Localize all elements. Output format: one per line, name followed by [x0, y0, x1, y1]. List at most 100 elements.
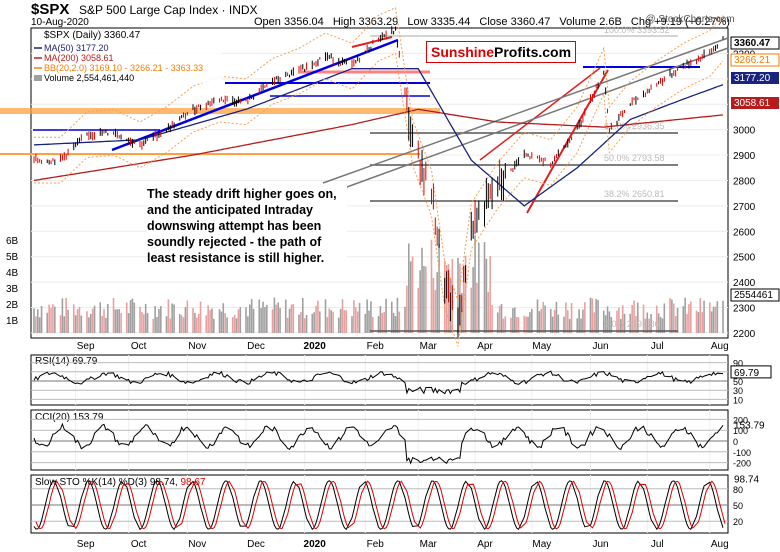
- volume-bar: [339, 308, 342, 333]
- tag-bb: 3266.21: [734, 55, 771, 66]
- volume-bar: [676, 307, 679, 333]
- low-value: 3335.44: [431, 16, 471, 28]
- volume-bar: [502, 318, 505, 333]
- volume-bar: [510, 317, 512, 333]
- open-label: Open: [254, 16, 281, 28]
- sto-panel: Slow STO %K(14) %D(3) 98.74, 98.67 80502…: [31, 475, 759, 531]
- volume-bar: [199, 301, 202, 333]
- volume-bar: [154, 306, 156, 333]
- volume-bar: [457, 257, 459, 333]
- volume-bar: [165, 316, 168, 333]
- cci-name: CCI(20): [35, 412, 70, 423]
- tag-ma200-box: [731, 97, 779, 109]
- volume-bar: [595, 299, 597, 333]
- month-label: Feb: [367, 341, 385, 352]
- volume-bar: [688, 304, 690, 333]
- cci-tag: 153.79: [734, 420, 765, 431]
- volume-bar: [529, 312, 531, 333]
- volume-bar: [648, 318, 650, 333]
- volume-bar: [328, 308, 331, 333]
- tag-volume: 2554461: [734, 290, 773, 301]
- volume-bar: [301, 297, 304, 333]
- low-label: Low: [407, 16, 427, 28]
- indicator-tick: 100: [733, 426, 748, 436]
- volume-bar: [171, 303, 173, 333]
- rsi-value: 69.79: [72, 356, 97, 367]
- rsi-name: RSI(14): [35, 356, 69, 367]
- volume-bar: [392, 312, 395, 333]
- volume-bar: [398, 311, 401, 333]
- tag-ma200: 3058.61: [734, 98, 771, 109]
- volume-bar: [158, 308, 160, 333]
- volume-bar: [300, 312, 302, 333]
- legend-volume: Volume 2,554,461,440: [44, 73, 134, 83]
- volume-bar: [602, 310, 605, 333]
- logo-part1: Sunshine: [431, 44, 495, 60]
- volume-bar: [91, 308, 94, 333]
- red-trendline-peak: [351, 36, 393, 48]
- volume-bar: [379, 306, 382, 333]
- month-label: Jun: [592, 539, 608, 550]
- volume-bar: [50, 308, 52, 333]
- indicator-tick: 50: [733, 377, 743, 387]
- volume-bar: [248, 304, 251, 333]
- price-tick-label: 2700: [733, 202, 756, 213]
- volume-bar: [436, 272, 438, 333]
- month-label: Dec: [247, 341, 265, 352]
- volume-bar: [544, 305, 546, 333]
- volume-bar: [589, 297, 592, 333]
- volume-bar: [38, 317, 41, 333]
- volume-bar: [35, 316, 37, 333]
- indicator-tick: 10: [733, 395, 743, 405]
- volume-bar: [107, 304, 109, 333]
- volume-bar: [186, 300, 189, 333]
- month-label: Mar: [420, 341, 438, 352]
- volume-bar: [419, 270, 421, 333]
- volume-bar: [597, 299, 599, 333]
- volume-bar: [593, 312, 596, 333]
- volume-bar: [118, 309, 120, 333]
- volume-bar: [99, 302, 102, 333]
- price-panel-frame: [30, 27, 729, 339]
- volume-bar: [345, 310, 348, 333]
- rsi-legend: RSI(14) 69.79: [35, 356, 98, 367]
- volume-bar: [629, 313, 632, 333]
- volume-bar: [710, 311, 713, 333]
- volume-bar: [669, 298, 671, 333]
- volume-label: Volume: [559, 16, 596, 28]
- month-labels-top: Sep Oct Nov Dec 2020 Feb Mar Apr May Jun Jul Aug: [77, 341, 729, 352]
- volume-bar: [385, 298, 387, 333]
- volume-bar: [618, 307, 620, 333]
- volume-bar: [67, 309, 69, 333]
- volume-bar: [146, 313, 149, 333]
- volume-bar: [356, 311, 359, 333]
- volume-bar: [152, 318, 155, 333]
- chg-value: +9.19 (+0.27%): [654, 16, 730, 28]
- volume-bar: [142, 314, 145, 333]
- volume-bar: [273, 297, 276, 333]
- volume-bar: [576, 318, 579, 333]
- volume-bar: [478, 242, 480, 333]
- month-label: Jun: [592, 341, 608, 352]
- volume-bar: [498, 305, 501, 333]
- logo-part2: Profits.com: [494, 44, 572, 60]
- volume-bar: [80, 315, 83, 333]
- price-tick-label: 3000: [733, 126, 756, 137]
- volume-bar: [474, 235, 476, 333]
- volume-bar: [417, 287, 420, 333]
- volume-bar: [381, 312, 384, 333]
- volume-bar: [167, 299, 170, 333]
- volume-bar: [235, 318, 238, 333]
- volume-bar: [671, 299, 673, 333]
- volume-bar: [36, 309, 39, 333]
- volume-bar: [553, 309, 556, 333]
- volume-bar: [258, 299, 261, 333]
- volume-bar: [551, 316, 554, 333]
- chart-exchange: INDX: [229, 3, 258, 17]
- price-tick-label: 2500: [733, 253, 756, 264]
- volume-bar: [703, 300, 705, 333]
- volume-bar: [169, 318, 172, 333]
- legend-price: $SPX (Daily) 3360.47: [44, 30, 141, 41]
- month-label: Jul: [651, 341, 664, 352]
- volume-bar: [343, 310, 346, 333]
